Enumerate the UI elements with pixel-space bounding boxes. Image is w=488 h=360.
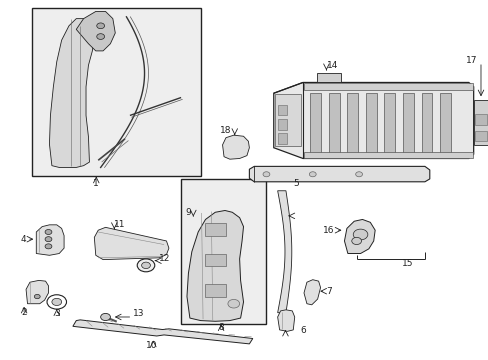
Text: 12: 12 <box>159 255 170 264</box>
Bar <box>421 93 431 153</box>
Circle shape <box>351 237 361 244</box>
Circle shape <box>352 229 367 240</box>
Bar <box>474 114 486 125</box>
Text: 18: 18 <box>220 126 231 135</box>
Polygon shape <box>73 320 252 344</box>
Polygon shape <box>273 82 473 158</box>
Bar <box>346 93 357 153</box>
Text: 7: 7 <box>326 287 331 296</box>
Circle shape <box>101 314 110 320</box>
Text: 9: 9 <box>185 208 190 217</box>
Bar <box>204 284 226 297</box>
Polygon shape <box>249 166 429 182</box>
Polygon shape <box>76 12 115 51</box>
Text: 3: 3 <box>54 309 60 318</box>
Text: 17: 17 <box>466 57 477 66</box>
Bar <box>304 152 472 158</box>
Bar <box>204 253 226 266</box>
Circle shape <box>309 172 316 177</box>
Bar <box>439 93 450 153</box>
Text: 1: 1 <box>93 179 99 188</box>
Text: 16: 16 <box>323 226 334 235</box>
Bar <box>275 94 301 146</box>
Polygon shape <box>277 310 294 331</box>
Text: 4: 4 <box>20 235 26 244</box>
Circle shape <box>97 23 104 29</box>
Circle shape <box>227 300 239 308</box>
Bar <box>328 93 339 153</box>
Circle shape <box>45 237 52 242</box>
Bar <box>310 93 321 153</box>
Bar <box>474 131 486 141</box>
Bar <box>181 179 266 324</box>
Polygon shape <box>222 135 249 159</box>
Bar <box>402 93 413 153</box>
Bar <box>316 73 340 82</box>
Bar <box>204 223 226 235</box>
Bar <box>384 93 394 153</box>
Circle shape <box>97 34 104 40</box>
Polygon shape <box>94 227 168 260</box>
Text: 6: 6 <box>300 326 305 335</box>
Bar <box>277 134 287 144</box>
Circle shape <box>137 259 155 272</box>
Circle shape <box>263 172 269 177</box>
Text: 14: 14 <box>326 62 337 71</box>
Polygon shape <box>304 280 320 305</box>
Circle shape <box>52 298 61 306</box>
Polygon shape <box>36 225 64 255</box>
Text: 13: 13 <box>133 309 144 318</box>
Text: 8: 8 <box>218 323 224 332</box>
Bar <box>473 100 488 145</box>
Circle shape <box>142 262 150 269</box>
Text: 15: 15 <box>401 259 413 268</box>
Polygon shape <box>186 211 243 321</box>
Circle shape <box>34 294 40 299</box>
Text: 5: 5 <box>293 179 298 188</box>
Bar <box>32 8 200 176</box>
Polygon shape <box>49 19 94 167</box>
Bar <box>304 83 472 90</box>
Polygon shape <box>344 220 374 253</box>
Polygon shape <box>26 280 48 304</box>
Bar <box>277 119 287 130</box>
Polygon shape <box>277 191 291 313</box>
Text: 2: 2 <box>21 308 27 317</box>
Bar <box>365 93 376 153</box>
Bar <box>277 105 287 116</box>
Text: 10: 10 <box>146 341 157 350</box>
Circle shape <box>45 229 52 234</box>
Circle shape <box>355 172 362 177</box>
Text: 11: 11 <box>114 220 125 229</box>
Circle shape <box>45 244 52 249</box>
